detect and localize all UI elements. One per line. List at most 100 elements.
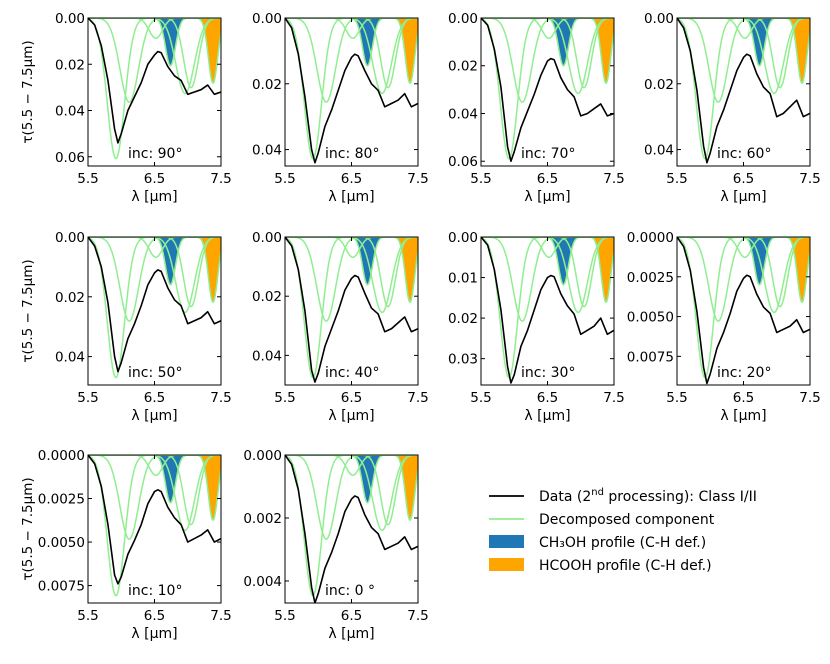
x-tick-label: 5.5: [470, 390, 491, 406]
hcooh-profile: [285, 237, 418, 303]
component-curve-5: [88, 455, 221, 526]
x-tick-label: 6.5: [144, 608, 165, 624]
y-tick-label: 0.00: [448, 11, 478, 27]
y-tick-label: 0.0000: [627, 230, 674, 246]
panel-inc-7: 5.5 6.5 7.5 0.00 0.01 0.02 0.03 λ [μm] inc: 30°: [448, 230, 625, 424]
component-curve-7: [481, 237, 614, 303]
component-curve-7: [677, 18, 810, 84]
y-tick-label: 0.004: [243, 574, 282, 590]
y-tick-label: 0.0025: [38, 492, 85, 508]
hcooh-profile: [88, 455, 221, 521]
inclination-label: inc: 40°: [325, 365, 379, 381]
data-line: [285, 18, 418, 164]
x-tick-label: 6.5: [144, 171, 165, 187]
component-curve-5: [481, 18, 614, 89]
component-curve-7: [285, 237, 418, 303]
x-tick-label: 6.5: [733, 171, 754, 187]
y-tick-label: 0.00: [252, 230, 282, 246]
component-curve-7: [88, 455, 221, 521]
inclination-label: inc: 80°: [325, 146, 379, 162]
component-curve-7: [481, 18, 614, 84]
plot-area: [677, 237, 810, 385]
inclination-label: inc: 70°: [521, 146, 575, 162]
panel-inc-4: 5.5 6.5 7.5 0.00 0.02 0.04 λ [μm] inc: 60°: [644, 11, 821, 205]
component-curve-7: [285, 455, 418, 521]
data-line: [481, 18, 614, 163]
inclination-label: inc: 0 °: [325, 583, 375, 599]
component-curve-5: [285, 455, 418, 526]
x-tick-label: 6.5: [537, 171, 558, 187]
component-curve-3: [481, 18, 614, 40]
x-tick-label: 7.5: [799, 171, 820, 187]
x-tick-label: 6.5: [537, 390, 558, 406]
x-axis-label: λ [μm]: [328, 408, 374, 424]
x-tick-label: 5.5: [666, 171, 687, 187]
y-tick-label: 0.02: [55, 290, 85, 306]
component-curve-4: [677, 237, 810, 314]
legend-hcooh-swatch: [489, 558, 524, 571]
x-tick-label: 5.5: [77, 171, 98, 187]
y-tick-label: 0.06: [55, 150, 85, 166]
y-tick-label: 0.02: [252, 289, 282, 305]
inclination-label: inc: 50°: [128, 365, 182, 381]
y-tick-label: 0.0025: [627, 270, 674, 286]
plot-area: [88, 455, 221, 597]
plot-area: [677, 18, 810, 164]
y-tick-label: 0.00: [55, 230, 85, 246]
panel-inc-3: 5.5 6.5 7.5 0.00 0.02 0.04 0.06 λ [μm] inc: 70°: [448, 11, 625, 205]
data-line: [285, 237, 418, 383]
hcooh-profile: [481, 237, 614, 303]
legend-ch3oh-swatch: [489, 535, 524, 548]
component-curve-3: [285, 18, 418, 40]
plot-area: [88, 18, 221, 160]
y-tick-label: 0.02: [448, 59, 478, 75]
inclination-label: inc: 30°: [521, 365, 575, 381]
y-tick-label: 0.04: [644, 143, 674, 159]
inclination-label: inc: 10°: [128, 583, 182, 599]
panel-inc-6: 5.5 6.5 7.5 0.00 0.02 0.04 λ [μm] inc: 40°: [252, 230, 429, 424]
y-tick-label: 0.00: [252, 11, 282, 27]
data-line: [481, 237, 614, 384]
legend-data-label: Data (2nd processing): Class I/II: [539, 487, 757, 505]
x-tick-label: 6.5: [341, 171, 362, 187]
hcooh-profile: [88, 237, 221, 303]
y-tick-label: 0.06: [448, 154, 478, 170]
legend-hcooh-label: HCOOH profile (C-H def.): [539, 558, 712, 574]
component-curve-3: [88, 18, 221, 40]
panel-inc-10: 5.5 6.5 7.5 0.000 0.002 0.004 λ [μm] inc: 0 °: [243, 448, 428, 642]
component-curve-1: [88, 18, 221, 160]
data-line: [677, 18, 810, 164]
component-curve-1: [285, 18, 418, 160]
x-tick-label: 7.5: [407, 390, 428, 406]
data-line: [88, 237, 221, 373]
x-axis-label: λ [μm]: [720, 408, 766, 424]
component-curve-7: [285, 18, 418, 84]
x-tick-label: 5.5: [77, 608, 98, 624]
component-curve-7: [677, 237, 810, 303]
y-tick-label: 0.0000: [38, 448, 85, 464]
component-curve-5: [285, 18, 418, 89]
x-axis-label: λ [μm]: [524, 189, 570, 205]
component-curve-2: [285, 18, 418, 103]
y-tick-label: 0.0050: [38, 535, 85, 551]
x-tick-label: 5.5: [274, 171, 295, 187]
component-curve-5: [88, 237, 221, 308]
data-line: [88, 455, 221, 585]
component-curve-3: [285, 455, 418, 477]
y-tick-label: 0.00: [448, 230, 478, 246]
x-tick-label: 7.5: [210, 608, 231, 624]
panel-inc-1: 5.5 6.5 7.5 0.00 0.02 0.04 0.06 λ [μm] τ(5.5 − 7…: [20, 11, 232, 205]
plot-area: [481, 237, 614, 384]
data-line: [285, 455, 418, 603]
hcooh-profile: [677, 237, 810, 303]
y-axis-label: τ(5.5 − 7.5μm): [20, 477, 36, 580]
x-tick-label: 5.5: [77, 390, 98, 406]
component-curve-3: [677, 18, 810, 40]
hcooh-profile: [285, 18, 418, 84]
x-axis-label: λ [μm]: [524, 408, 570, 424]
component-curve-3: [481, 237, 614, 259]
x-axis-label: λ [μm]: [328, 189, 374, 205]
x-tick-label: 6.5: [341, 390, 362, 406]
x-tick-label: 5.5: [274, 390, 295, 406]
